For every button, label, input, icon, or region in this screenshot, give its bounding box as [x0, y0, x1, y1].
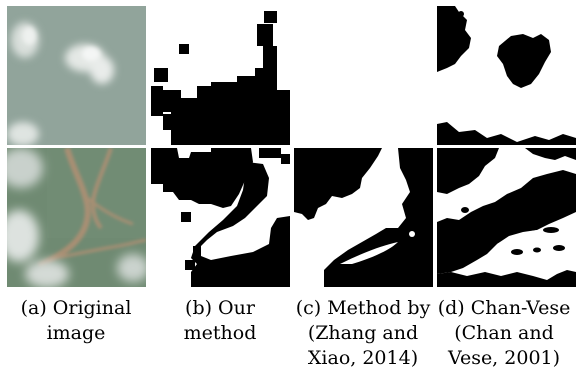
chan-vese-mask-row2-graphic: [437, 148, 576, 287]
caption-chan-vese: (d) Chan-Vese (Chan and Vese, 2001): [430, 296, 576, 371]
caption-line: (Chan and: [454, 322, 554, 344]
original-image-row2: [7, 148, 146, 287]
zhang-xiao-mask-row1: [294, 6, 433, 145]
zhang-xiao-mask-row2-graphic: [294, 148, 433, 287]
caption-line: (d) Chan-Vese: [437, 297, 571, 319]
caption-our-method: (b) Our method: [146, 296, 294, 346]
caption-line: method: [183, 322, 257, 344]
caption-original-image: (a) Original image: [2, 296, 150, 346]
caption-line: (Zhang and: [307, 322, 419, 344]
chan-vese-mask-row1-graphic: [437, 6, 576, 145]
caption-line: Vese, 2001): [447, 347, 561, 369]
original-image-row1: [7, 6, 146, 145]
our-method-mask-row1-graphic: [151, 6, 290, 145]
caption-zhang-xiao: (c) Method by (Zhang and Xiao, 2014): [289, 296, 437, 371]
caption-line: Xiao, 2014): [307, 347, 419, 369]
caption-line: (a) Original: [20, 297, 132, 319]
chan-vese-mask-row1: [437, 6, 576, 145]
original-image-row2-graphic: [7, 148, 146, 287]
caption-line: (b) Our: [185, 297, 255, 319]
caption-line: (c) Method by: [295, 297, 431, 319]
original-image-row1-graphic: [7, 6, 146, 145]
caption-line: image: [46, 322, 106, 344]
chan-vese-mask-row2: [437, 148, 576, 287]
our-method-mask-row2: [151, 148, 290, 287]
our-method-mask-row1: [151, 6, 290, 145]
our-method-mask-row2-graphic: [151, 148, 290, 287]
zhang-xiao-mask-row1-graphic: [294, 6, 433, 145]
zhang-xiao-mask-row2: [294, 148, 433, 287]
